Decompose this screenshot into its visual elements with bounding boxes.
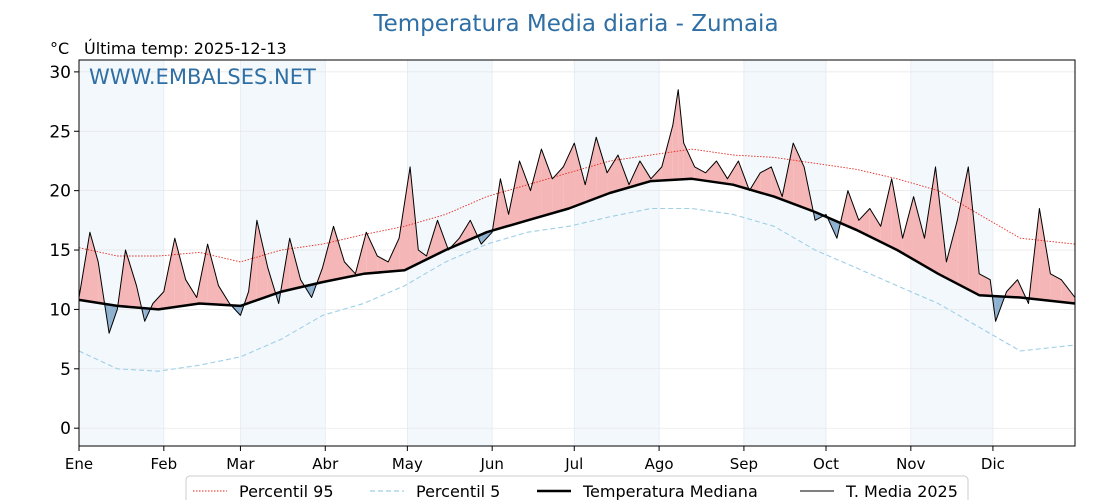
- warm-anomaly-area: [519, 161, 531, 223]
- line-percentil-5: [78, 207, 1076, 372]
- plot-frame: [78, 59, 1076, 447]
- x-tick-label-mar: Mar: [226, 455, 255, 473]
- legend: Percentil 95 Percentil 5 Temperatura Med…: [185, 475, 969, 500]
- warm-anomaly-area: [716, 161, 728, 184]
- warm-anomaly-area: [174, 238, 186, 307]
- y-axis-ticks: 0 5 10 15 20 25 30: [49, 63, 79, 439]
- warm-anomaly-area: [672, 89, 679, 180]
- warm-anomaly-area: [858, 208, 870, 237]
- warm-anomaly-area: [979, 273, 991, 296]
- warm-anomaly-area: [207, 244, 219, 305]
- warm-anomaly-area: [508, 161, 520, 226]
- warm-anomaly-area: [902, 196, 914, 260]
- warm-anomaly-area: [366, 232, 378, 274]
- warm-anomaly-area: [847, 190, 859, 232]
- x-tick-label-ene: Ene: [65, 455, 93, 473]
- warm-anomaly-area: [377, 256, 389, 273]
- x-tick-label-nov: Nov: [896, 455, 925, 473]
- warm-anomaly-area: [152, 291, 164, 309]
- warm-anomaly-area: [793, 143, 805, 208]
- x-tick-label-jun: Jun: [479, 455, 503, 473]
- month-band-sep: [743, 60, 826, 446]
- warm-anomaly-area: [289, 238, 301, 290]
- warm-anomaly-area: [541, 149, 553, 217]
- x-tick-label-may: May: [392, 455, 423, 473]
- warm-anomaly-area: [125, 250, 137, 308]
- warm-anomaly-area: [618, 155, 629, 191]
- x-tick-label-ago: Ago: [645, 455, 674, 473]
- warm-anomaly-area: [957, 166, 969, 290]
- warm-anomaly-area: [1050, 273, 1062, 302]
- warm-anomaly-area: [500, 178, 509, 229]
- warm-anomaly-area: [89, 232, 99, 303]
- warm-anomaly-area: [596, 137, 608, 199]
- y-tick-label-30: 30: [49, 63, 71, 83]
- y-tick-label-25: 25: [49, 122, 71, 142]
- legend-label-p95: Percentil 95: [239, 482, 334, 500]
- warm-anomaly-area: [585, 137, 597, 203]
- warm-anomaly-area: [694, 166, 706, 181]
- warm-anomaly-area: [913, 196, 925, 266]
- warm-anomaly-area: [388, 238, 400, 272]
- warm-anomaly-area: [1039, 208, 1051, 301]
- warm-anomaly-area: [678, 89, 684, 180]
- month-band-jul: [574, 60, 660, 446]
- watermark: WWW.EMBALSES.NET: [89, 65, 316, 89]
- x-tick-label-dic: Dic: [981, 455, 1005, 473]
- warm-anomaly-area: [639, 161, 651, 185]
- legend-label-mediana: Temperatura Mediana: [582, 482, 758, 500]
- line-mediana: [78, 177, 1076, 311]
- y-tick-label-15: 15: [49, 241, 71, 261]
- warm-anomaly-area: [727, 161, 739, 187]
- x-axis-ticks: Ene Feb Mar Abr May Jun Jul Ago Sep Oct Nov Dic: [65, 446, 1005, 473]
- x-tick-label-jul: Jul: [564, 455, 583, 473]
- warm-anomaly-area: [563, 143, 575, 210]
- warm-anomaly-area: [399, 166, 411, 271]
- x-tick-label-abr: Abr: [312, 455, 339, 473]
- warm-anomaly-area: [968, 166, 980, 296]
- month-shading: [79, 60, 993, 446]
- warm-anomaly-area: [946, 220, 958, 284]
- legend-box: [185, 475, 969, 500]
- warm-anomaly-area: [891, 178, 903, 254]
- y-tick-label-10: 10: [49, 300, 71, 320]
- warm-anomaly-area: [163, 238, 175, 309]
- warm-anomaly-area: [552, 166, 564, 214]
- warm-anomaly-area: [333, 226, 345, 280]
- line-percentil-95: [78, 148, 1076, 263]
- warm-anomaly-area: [705, 161, 717, 183]
- chart-title: Temperatura Media diaria - Zumaia: [372, 11, 778, 37]
- warm-anomaly-area: [530, 149, 542, 220]
- warm-anomaly-area: [683, 143, 695, 180]
- warm-anomaly-area: [322, 226, 334, 283]
- x-tick-label-sep: Sep: [730, 455, 758, 473]
- warm-anomaly-area: [185, 279, 197, 306]
- last-temp-label: Última temp: 2025-12-13: [84, 39, 287, 58]
- warm-anomaly-area: [924, 166, 936, 273]
- warm-anomaly-area: [574, 143, 586, 207]
- warm-anomaly-area: [869, 208, 881, 242]
- x-tick-label-feb: Feb: [151, 455, 178, 473]
- series-lines: [78, 89, 1076, 372]
- warm-anomaly-area: [607, 155, 618, 195]
- warm-anomaly-area: [661, 125, 673, 181]
- y-tick-label-20: 20: [49, 182, 71, 202]
- warm-anomaly-area: [1006, 279, 1018, 298]
- unit-label: °C: [50, 39, 69, 58]
- warm-anomaly-area: [760, 166, 772, 196]
- y-tick-label-0: 0: [60, 419, 71, 439]
- warm-anomaly-area: [344, 261, 356, 278]
- warm-anomaly-area: [459, 220, 471, 245]
- warm-anomaly-area: [880, 178, 892, 248]
- y-tick-label-5: 5: [60, 360, 71, 380]
- legend-label-p5: Percentil 5: [416, 482, 500, 500]
- legend-label-media2025: T. Media 2025: [845, 482, 958, 500]
- x-tick-label-oct: Oct: [813, 455, 839, 473]
- warm-anomaly-area: [1061, 279, 1075, 304]
- line-media-2025: [78, 89, 1076, 334]
- warm-anomaly-area: [256, 220, 268, 301]
